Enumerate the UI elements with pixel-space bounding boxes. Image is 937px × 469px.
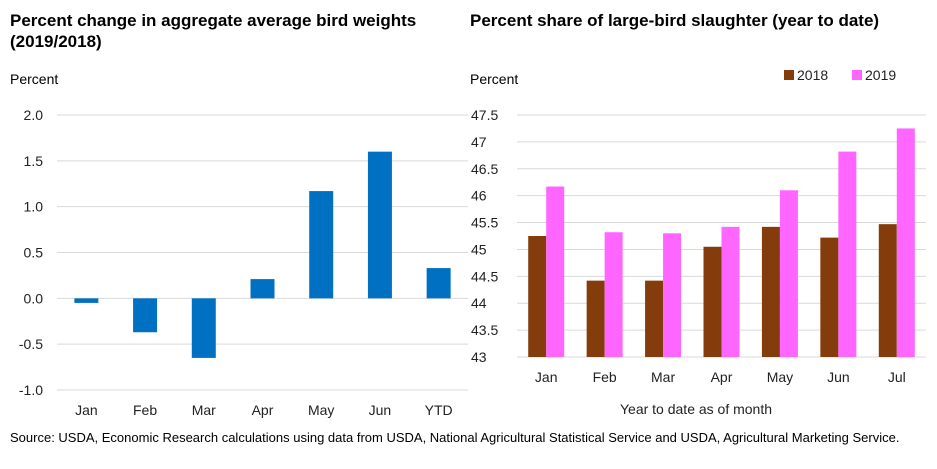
bar: [426, 268, 451, 299]
y-tick-label: 45.5: [471, 215, 498, 231]
x-tick-label: Feb: [133, 402, 157, 418]
y-tick-label: 47.5: [471, 107, 498, 123]
x-tick-label: Jun: [827, 369, 850, 385]
bar-2018: [586, 280, 605, 357]
legend-label-2019: 2019: [865, 67, 896, 83]
right-chart-title: Percent share of large-bird slaughter (y…: [470, 11, 880, 30]
bar-2019: [663, 233, 682, 357]
x-tick-label: Jan: [535, 369, 558, 385]
y-tick-label: 0.5: [24, 245, 44, 261]
right-y-unit-label: Percent: [470, 71, 519, 87]
bar: [309, 191, 334, 299]
y-tick-label: 0.0: [24, 290, 44, 306]
x-tick-label: Mar: [192, 402, 216, 418]
x-tick-label: Apr: [252, 402, 274, 418]
x-tick-label: May: [308, 402, 334, 418]
x-tick-label: Apr: [711, 369, 733, 385]
x-tick-label: May: [767, 369, 793, 385]
y-tick-label: 43.5: [471, 322, 498, 338]
bar: [74, 298, 99, 303]
bar: [367, 151, 392, 299]
x-tick-label: Jan: [75, 402, 98, 418]
bar-2018: [878, 224, 897, 357]
legend-swatch-2019: [852, 70, 862, 80]
bar-2018: [761, 226, 780, 357]
bar-2019: [604, 232, 623, 357]
y-tick-label: 44: [471, 295, 487, 311]
y-tick-label: 47: [471, 134, 487, 150]
legend-label-2018: 2018: [797, 67, 828, 83]
bar: [250, 279, 275, 299]
y-tick-label: 43: [471, 349, 487, 365]
bar-2018: [820, 237, 839, 357]
y-tick-label: 1.0: [24, 199, 44, 215]
source-note: Source: USDA, Economic Research calculat…: [10, 430, 900, 445]
left-bar-chart: 2.0 1.5 1.0 0.5 0.0 -0.5 -1.0 Jan Feb Mar Apr May Ju…: [19, 107, 468, 418]
bar-2019: [721, 226, 740, 357]
bar-2018: [528, 236, 547, 357]
y-tick-label: 2.0: [24, 107, 44, 123]
bar-2019: [779, 190, 798, 357]
y-tick-label: -0.5: [19, 336, 43, 352]
left-chart-title: Percent change in aggregate average bird…: [10, 11, 417, 51]
bar-2019: [896, 128, 915, 357]
bar: [133, 298, 158, 333]
y-tick-label: -1.0: [19, 382, 43, 398]
bar: [191, 298, 216, 358]
y-tick-label: 46.5: [471, 161, 498, 177]
x-tick-label: YTD: [425, 402, 453, 418]
right-grouped-bar-chart: 47.5 47 46.5 46 45.5 45 44.5 44 43.5 43 Jan Feb Mar A…: [471, 67, 926, 385]
legend-swatch-2018: [784, 70, 794, 80]
x-tick-label: Jun: [369, 402, 392, 418]
y-tick-label: 46: [471, 188, 487, 204]
x-tick-label: Jul: [888, 369, 906, 385]
y-tick-label: 1.5: [24, 153, 44, 169]
y-tick-label: 44.5: [471, 268, 498, 284]
bar-2019: [546, 186, 565, 357]
bar-2019: [838, 151, 857, 357]
x-tick-label: Feb: [593, 369, 617, 385]
y-tick-label: 45: [471, 241, 487, 257]
left-y-unit-label: Percent: [10, 71, 59, 87]
bar-2018: [645, 280, 664, 357]
bar-2018: [703, 246, 722, 357]
x-tick-label: Mar: [651, 369, 675, 385]
right-x-axis-label: Year to date as of month: [620, 401, 772, 417]
